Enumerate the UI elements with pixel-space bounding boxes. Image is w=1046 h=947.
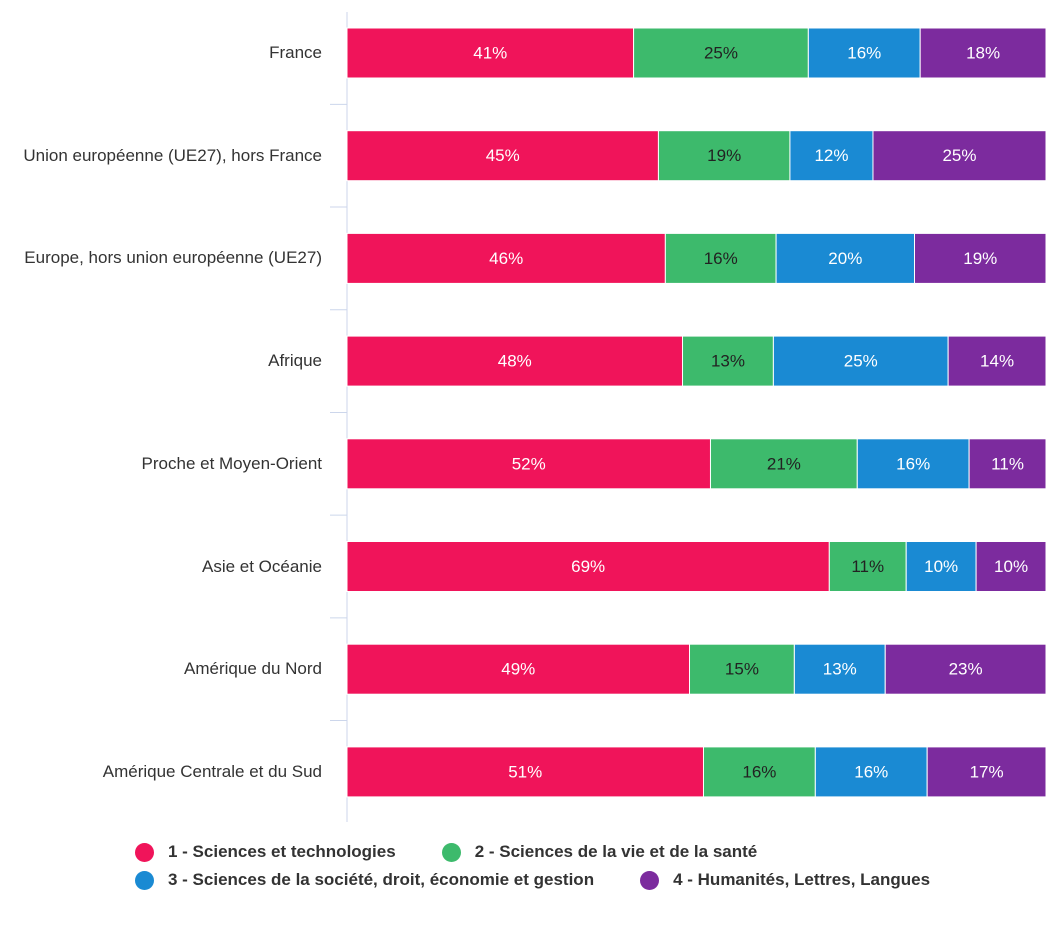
- category-label: Europe, hors union européenne (UE27): [24, 248, 322, 268]
- value-label: 19%: [707, 146, 741, 165]
- bar-segment: [346, 541, 830, 592]
- bar-segment: [346, 643, 691, 695]
- category-label: Union européenne (UE27), hors France: [23, 145, 322, 165]
- value-label: 25%: [704, 43, 738, 62]
- value-label: 69%: [571, 557, 605, 576]
- legend-marker: [441, 842, 461, 862]
- value-label: 48%: [498, 352, 532, 371]
- value-label: 10%: [924, 557, 958, 576]
- legend-marker: [640, 870, 660, 890]
- value-label: 10%: [994, 557, 1028, 576]
- value-label: 19%: [963, 249, 997, 268]
- legend-label: 3 - Sciences de la société, droit, écono…: [168, 870, 595, 889]
- bar-segment: [789, 130, 874, 182]
- value-label: 13%: [823, 660, 857, 679]
- bar-segment: [807, 27, 921, 79]
- bar-segment: [975, 541, 1046, 592]
- bar-segment: [346, 27, 635, 79]
- legend-item: 3 - Sciences de la société, droit, écono…: [135, 870, 594, 890]
- value-label: 13%: [711, 352, 745, 371]
- bar-segment: [657, 130, 791, 182]
- value-label: 15%: [725, 660, 759, 679]
- category-label: Proche et Moyen-Orient: [141, 453, 322, 473]
- bar-segment: [884, 643, 1046, 695]
- legend-label: 2 - Sciences de la vie et de la santé: [474, 842, 758, 861]
- bar-segment: [682, 335, 774, 387]
- legend-item: 1 - Sciences et technologies: [135, 842, 396, 862]
- value-label: 25%: [942, 146, 976, 165]
- category-label: France: [269, 43, 322, 62]
- value-label: 16%: [704, 249, 738, 268]
- legend-item: 4 - Humanités, Lettres, Langues: [640, 870, 930, 890]
- bar-segment: [772, 335, 949, 387]
- value-label: 18%: [966, 43, 1000, 62]
- value-label: 16%: [854, 762, 888, 781]
- value-label: 25%: [844, 352, 878, 371]
- bar-segment: [633, 27, 809, 79]
- legend-item: 2 - Sciences de la vie et de la santé: [441, 842, 758, 862]
- value-label: 16%: [896, 454, 930, 473]
- bar-segment: [926, 746, 1046, 798]
- value-label: 17%: [970, 762, 1004, 781]
- bar-segment: [856, 438, 970, 490]
- value-label: 51%: [508, 762, 542, 781]
- value-label: 12%: [814, 146, 848, 165]
- chart: 41% 25% 16% 18% 45% 19% 12% 25% 46% 16% 20% 19% 48% 1…: [330, 12, 1046, 822]
- bar-segment: [689, 643, 795, 695]
- bar-segment: [793, 643, 886, 695]
- bar-segment: [947, 335, 1046, 387]
- value-label: 45%: [486, 146, 520, 165]
- bar-segment: [664, 232, 777, 284]
- value-label: 11%: [851, 557, 884, 576]
- bar-segment: [346, 335, 684, 387]
- legend-label: 4 - Humanités, Lettres, Langues: [673, 870, 931, 889]
- bar-segment: [828, 541, 907, 592]
- bar-segment: [872, 130, 1046, 182]
- value-label: 46%: [489, 249, 523, 268]
- bar-segment: [905, 541, 977, 592]
- bar-segment: [702, 746, 816, 798]
- value-label: 16%: [847, 43, 881, 62]
- bar-segment: [914, 232, 1046, 284]
- value-label: 41%: [473, 43, 507, 62]
- bar-segment: [968, 438, 1046, 490]
- legend-marker: [135, 870, 154, 890]
- value-label: 11%: [991, 454, 1024, 473]
- legend-label: 1 - Sciences et technologies: [168, 842, 396, 861]
- value-label: 49%: [501, 660, 535, 679]
- bar-segment: [814, 746, 928, 798]
- value-label: 16%: [742, 762, 776, 781]
- bar-segment: [346, 746, 704, 798]
- bar-segment: [709, 438, 858, 490]
- value-label: 14%: [980, 352, 1014, 371]
- category-label: Asie et Océanie: [201, 556, 322, 576]
- value-label: 20%: [828, 249, 862, 268]
- category-label: Amérique du Nord: [184, 659, 322, 679]
- category-label: Amérique Centrale et du Sud: [102, 761, 322, 781]
- value-label: 21%: [767, 454, 801, 473]
- value-label: 52%: [512, 454, 546, 473]
- legend: 1 - Sciences et technologies 2 - Sciences…: [135, 842, 995, 890]
- value-label: 23%: [949, 660, 983, 679]
- legend-marker: [135, 842, 154, 862]
- category-label: Afrique: [268, 351, 322, 371]
